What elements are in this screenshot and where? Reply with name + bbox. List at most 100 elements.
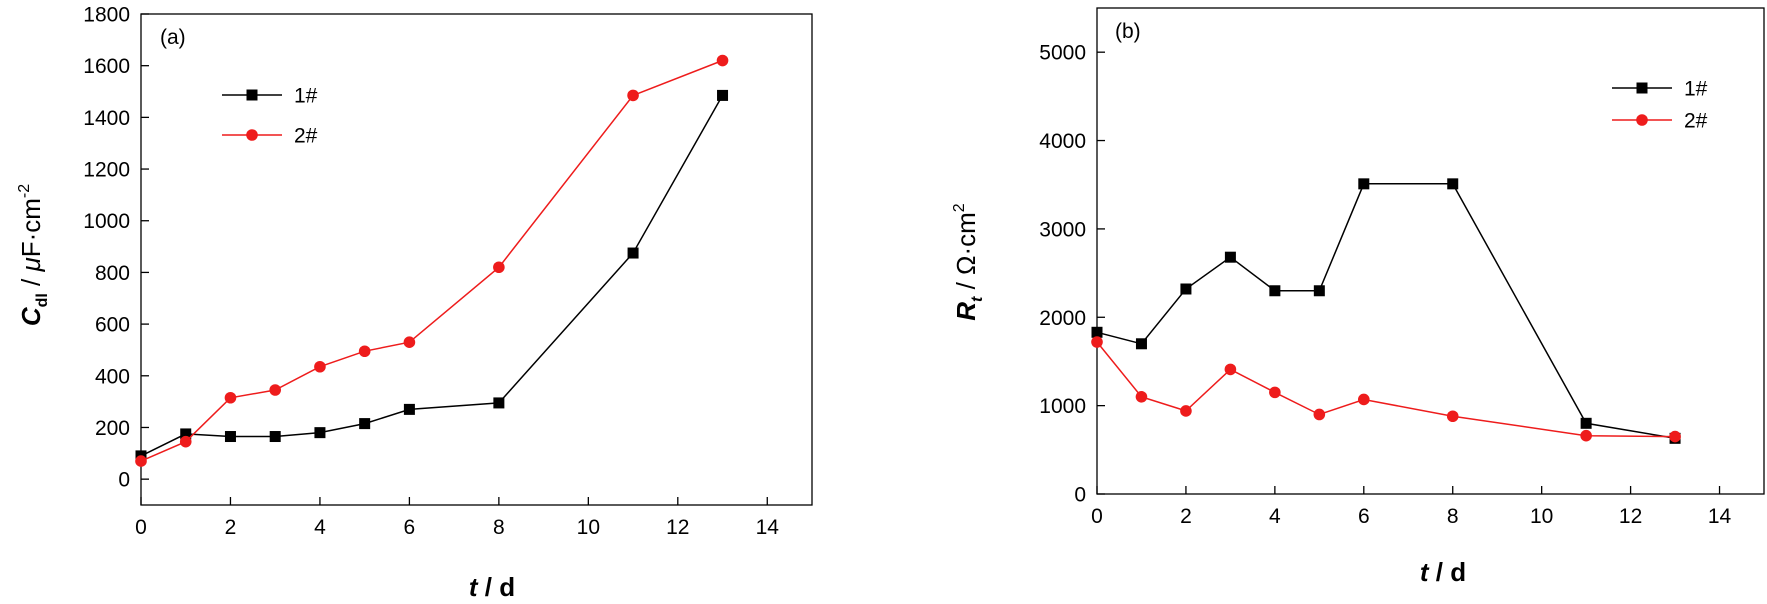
legend-marker: [1636, 114, 1648, 126]
y-axis-title: Cdl / μF·cm-2: [16, 184, 51, 326]
data-point: [403, 336, 416, 348]
x-tick-label: 2: [1180, 505, 1192, 528]
chart-panel-a: 0 2 4 6 8 10 12 14 0 200 400 600 800 1000 1200 1400 1600…: [16, 4, 813, 602]
data-point: [1313, 285, 1325, 297]
legend-marker: [246, 129, 258, 141]
legend-label: 1#: [1684, 78, 1708, 101]
data-point: [179, 435, 192, 448]
data-point: [1091, 326, 1103, 338]
y-tick-label: 1000: [83, 210, 130, 233]
legend-marker: [1636, 82, 1648, 94]
y-tick-label: 1400: [83, 107, 130, 130]
x-tick-label: 14: [756, 516, 780, 539]
data-point: [1447, 178, 1459, 190]
legend-entry: 1#: [222, 85, 318, 108]
y-tick-label: 5000: [1039, 42, 1086, 65]
y-tick-label: 400: [95, 365, 130, 388]
series-2#: [1091, 336, 1681, 443]
plot-frame: [140, 13, 813, 506]
data-point: [1358, 393, 1370, 406]
x-tick-label: 10: [1530, 505, 1553, 528]
data-point: [224, 391, 237, 404]
x-tick-label: 2: [225, 516, 237, 539]
data-point: [1224, 363, 1237, 376]
data-point: [493, 261, 505, 274]
series-1#: [135, 89, 729, 462]
data-point: [135, 455, 147, 467]
data-point: [1313, 408, 1326, 421]
y-axis-title: Rt / Ω·cm2: [951, 203, 986, 321]
x-tick-label: 8: [1447, 505, 1459, 528]
y-tick-label: 3000: [1039, 218, 1086, 241]
data-point: [1180, 405, 1192, 417]
data-point: [1091, 336, 1103, 348]
y-tick-label: 1200: [83, 159, 130, 182]
data-point: [403, 403, 415, 415]
y-tick-label: 200: [95, 417, 130, 440]
legend-entry: 1#: [1612, 78, 1708, 101]
legend-marker: [246, 89, 258, 101]
panel-label: (a): [160, 26, 186, 49]
series-line: [1096, 341, 1676, 438]
x-tick-label: 10: [577, 516, 600, 539]
plot-frame: [1096, 7, 1765, 495]
data-point: [269, 384, 282, 396]
legend-label: 2#: [1684, 110, 1708, 133]
data-point: [1269, 285, 1281, 297]
data-point: [1358, 178, 1370, 190]
data-point: [359, 418, 371, 430]
panel-label: (b): [1115, 20, 1141, 43]
x-tick-label: 4: [314, 516, 326, 539]
data-point: [627, 247, 639, 259]
series-line: [140, 59, 723, 462]
x-tick-label: 6: [1358, 505, 1370, 528]
x-tick-label: 12: [666, 516, 689, 539]
y-tick-label: 4000: [1039, 130, 1086, 153]
y-tick-label: 1000: [1039, 395, 1086, 418]
series-line: [1096, 183, 1676, 440]
data-point: [358, 345, 371, 358]
data-point: [627, 89, 639, 102]
chart-panel-b: 0 2 4 6 8 10 12 14 0 1000 2000 3000 4000 5000 (b) t / d…: [951, 7, 1765, 587]
legend-entry: 2#: [222, 125, 318, 148]
data-point: [493, 397, 505, 409]
data-point: [1180, 283, 1192, 295]
x-tick-label: 0: [1091, 505, 1103, 528]
data-point: [1580, 429, 1592, 442]
x-tick-label: 4: [1269, 505, 1281, 528]
data-point: [314, 360, 326, 373]
y-tick-label: 0: [1074, 484, 1086, 507]
data-point: [269, 431, 281, 443]
y-tick-label: 800: [95, 262, 130, 285]
y-tick-label: 1800: [83, 4, 130, 27]
data-point: [1135, 391, 1148, 403]
data-point: [180, 428, 192, 440]
legend-label: 2#: [294, 125, 318, 148]
data-point: [717, 89, 729, 101]
data-point: [1446, 410, 1459, 423]
y-tick-label: 2000: [1039, 307, 1086, 330]
y-tick-label: 1600: [83, 55, 130, 78]
x-tick-label: 14: [1708, 505, 1732, 528]
legend-entry: 2#: [1612, 110, 1708, 133]
data-point: [314, 427, 326, 439]
x-axis-title: t / d: [469, 572, 515, 602]
data-point: [716, 54, 729, 67]
x-tick-label: 8: [493, 516, 505, 539]
data-point: [1669, 430, 1681, 443]
y-tick-label: 0: [118, 469, 130, 492]
data-point: [1135, 338, 1147, 350]
series-2#: [135, 54, 729, 467]
legend-label: 1#: [294, 85, 318, 108]
data-point: [1224, 251, 1236, 263]
x-axis-title: t / d: [1420, 557, 1466, 587]
x-tick-label: 0: [135, 516, 147, 539]
x-tick-label: 6: [404, 516, 416, 539]
data-point: [1580, 417, 1592, 429]
x-tick-label: 12: [1619, 505, 1642, 528]
y-tick-label: 600: [95, 314, 130, 337]
series-line: [140, 95, 724, 457]
data-point: [1269, 386, 1281, 399]
data-point: [224, 431, 236, 443]
